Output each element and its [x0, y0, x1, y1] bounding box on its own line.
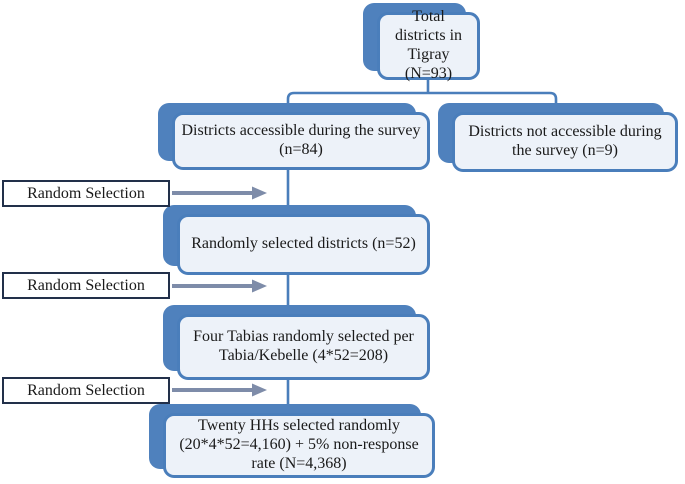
random-selection-arrow-1: [172, 186, 267, 200]
node-total-districts: Total districts in Tigray (N=93): [363, 3, 480, 82]
node-districts-accessible-body: Districts accessible during the survey (…: [172, 112, 430, 170]
node-twenty-hhs-body: Twenty HHs selected randomly (20*4*52=4,…: [163, 413, 435, 478]
node-four-tabias-body: Four Tabias randomly selected per Tabia/…: [177, 314, 430, 380]
random-selection-label-1: Random Selection: [2, 180, 170, 207]
node-total-districts-body: Total districts in Tigray (N=93): [377, 8, 480, 82]
node-four-tabias: Four Tabias randomly selected per Tabia/…: [163, 305, 430, 380]
node-twenty-hhs: Twenty HHs selected randomly (20*4*52=4,…: [149, 404, 435, 478]
random-selection-label-3-text: Random Selection: [27, 381, 145, 399]
random-selection-arrow-2: [172, 279, 267, 293]
random-selection-label-1-text: Random Selection: [27, 184, 145, 202]
node-districts-not-accessible-label: Districts not accessible during the surv…: [468, 123, 662, 159]
node-randomly-selected-districts-label: Randomly selected districts (n=52): [191, 235, 416, 253]
random-selection-label-3: Random Selection: [2, 377, 170, 404]
node-districts-not-accessible: Districts not accessible during the surv…: [438, 103, 678, 172]
random-selection-arrow-3: [172, 383, 267, 397]
node-twenty-hhs-label: Twenty HHs selected randomly (20*4*52=4,…: [179, 417, 419, 472]
random-selection-label-2-text: Random Selection: [27, 276, 145, 294]
node-total-districts-label: Total districts in Tigray (N=93): [394, 8, 463, 82]
node-districts-accessible-label: Districts accessible during the survey (…: [181, 122, 421, 158]
node-districts-not-accessible-body: Districts not accessible during the surv…: [452, 112, 678, 172]
node-randomly-selected-districts-body: Randomly selected districts (n=52): [177, 214, 430, 275]
random-selection-label-2: Random Selection: [2, 272, 170, 299]
node-randomly-selected-districts: Randomly selected districts (n=52): [163, 205, 430, 275]
node-four-tabias-label: Four Tabias randomly selected per Tabia/…: [193, 328, 414, 364]
node-districts-accessible: Districts accessible during the survey (…: [158, 103, 430, 170]
